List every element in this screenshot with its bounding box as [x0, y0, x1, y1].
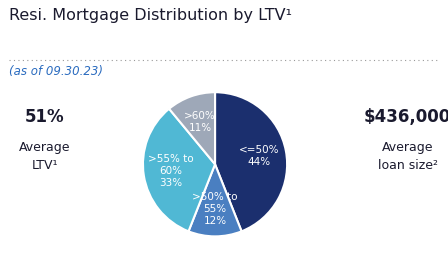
Text: >50% to
55%
12%: >50% to 55% 12%: [192, 192, 238, 226]
Wedge shape: [143, 109, 215, 231]
Wedge shape: [215, 92, 287, 231]
Text: Resi. Mortgage Distribution by LTV¹: Resi. Mortgage Distribution by LTV¹: [9, 8, 292, 23]
Text: Average
LTV¹: Average LTV¹: [19, 141, 70, 172]
Text: (as of 09.30.23): (as of 09.30.23): [9, 65, 103, 78]
Text: $436,000: $436,000: [364, 108, 448, 126]
Text: >60%
11%: >60% 11%: [184, 111, 216, 133]
Text: >55% to
60%
33%: >55% to 60% 33%: [148, 154, 194, 188]
Text: Average
loan size²: Average loan size²: [378, 141, 438, 172]
Wedge shape: [169, 92, 215, 164]
Wedge shape: [189, 164, 241, 236]
Text: 51%: 51%: [25, 108, 65, 126]
Text: <=50%
44%: <=50% 44%: [239, 145, 279, 167]
